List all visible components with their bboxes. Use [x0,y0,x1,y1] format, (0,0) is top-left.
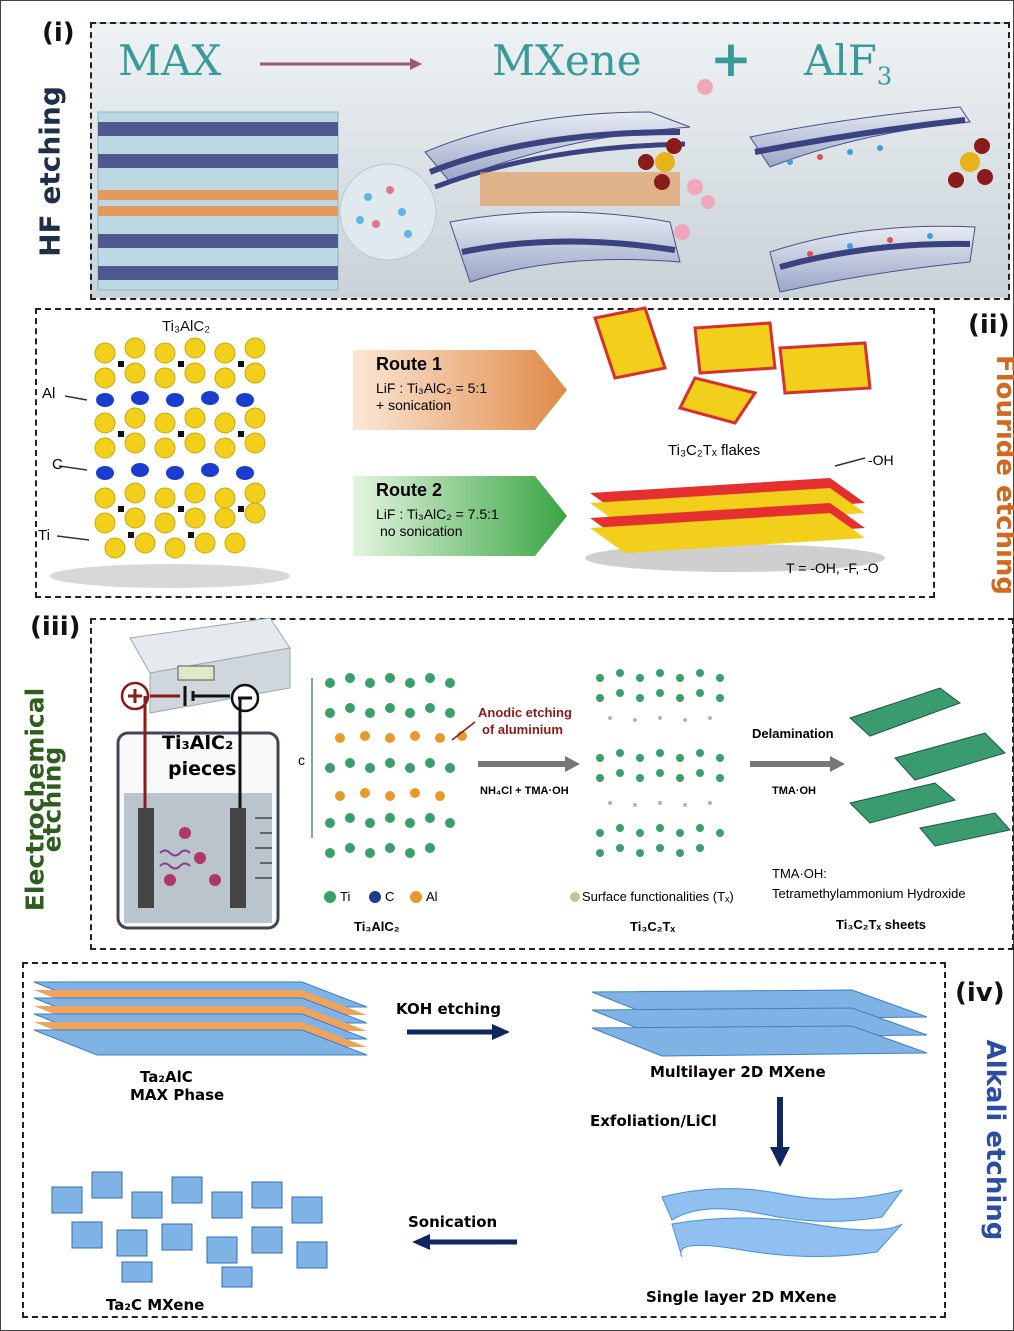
panel-iv-frame [22,962,946,1318]
pieces-label-2: pieces [168,758,237,780]
single-layer-label: Single layer 2D MXene [646,1288,837,1306]
delaminated-sheets [849,687,1011,847]
step2-reagent: TMA·OH [772,785,816,797]
max-phase-label: MAX Phase [130,1086,225,1104]
mxene-stack-upper [424,111,691,190]
alf3-stack-lower [769,225,976,293]
title-alf3: AlF3 [804,36,892,90]
beaker [116,696,280,930]
ta2c-cubes [51,1171,328,1288]
panel-iii-illustration [116,617,1011,930]
anodic-label-1: Anodic etching [478,705,572,720]
delamination-label: Delamination [752,726,834,741]
route2-ratio: LiF : Ti₃AlC₂ = 7.5:1 [376,506,499,522]
oh-label: -OH [868,452,894,468]
caption-ti3alc2: Ti₃AlC₂ [354,919,400,934]
route2-arrow [353,476,567,556]
ta2alc-label: Ta₂AlC [140,1068,193,1086]
c-axis-label: c [298,752,305,768]
panel-ii-side-label: Flouride etching [990,354,1014,596]
caption-sheets: Ti₃C₂Tₓ sheets [836,917,926,932]
hf-solution-circle [339,163,437,261]
panel-ii-tag: (ii) [968,310,1010,340]
route1-ratio: LiF : Ti₃AlC₂ = 5:1 [376,380,488,396]
ti3alc2-crystal [50,337,290,588]
legend-c: C [385,889,395,904]
panel-ii-frame [35,308,935,598]
route1-sonication: + sonication [376,397,452,413]
label-c: C [52,456,63,473]
title-alf3-base: AlF [804,36,877,85]
label-ti: Ti [38,527,50,544]
orange-layer-highlight [480,172,680,206]
title-plus: + [710,30,752,88]
multilayer-mxene [591,989,928,1057]
route2-title: Route 2 [376,480,443,500]
route1-flakes [593,306,872,425]
route2-sonication: no sonication [380,523,463,539]
max-phase-block [97,111,339,291]
title-mxene: MXene [492,36,642,85]
panel-iii-frame [90,618,1014,950]
panel-ii-illustration [50,306,885,588]
t-definition: T = -OH, -F, -O [786,560,879,576]
sonication-label: Sonication [408,1213,498,1231]
ti3c2tx-lattice [596,669,724,857]
route1-arrow [353,350,567,430]
flakes-label: Ti₃C₂Tₓ flakes [668,442,761,459]
panel-i-side-label: HF etching [33,86,67,257]
panel-iv-illustration [33,981,928,1288]
tma-def-1: TMA·OH: [772,866,827,881]
mxene-stack-lower [449,211,681,283]
panel-i-illustration [97,58,993,293]
ti3alc2-lattice [311,673,467,858]
crystal-label: Ti₃AlC₂ [162,318,211,335]
power-supply [129,617,291,714]
anodic-label-2: of aluminium [482,722,563,737]
multilayer-label: Multilayer 2D MXene [650,1063,826,1081]
route2-flake-stack [585,457,885,572]
title-alf3-sub: 3 [876,62,893,91]
caption-ti3c2tx: Ti₃C₂Tₓ [630,919,676,934]
single-layer-mxene [661,1188,904,1258]
step1-reagent: NH₄Cl + TMA·OH [480,785,569,797]
surface-func-label: Surface functionalities (Tₓ) [582,889,734,904]
tma-def-2: Tetramethylammonium Hydroxide [772,886,966,901]
panel-iii-tag: (iii) [30,612,81,642]
route1-title: Route 1 [376,354,443,374]
panel-iv-tag: (iv) [955,978,1005,1008]
panel-i-tag: (i) [42,18,75,48]
ta2alc-stack [33,981,368,1056]
koh-label: KOH etching [396,1000,501,1018]
exfoliation-label: Exfoliation/LiCl [590,1112,717,1130]
panel-iv-side-label: Alkali etching [980,1039,1010,1241]
pieces-label-1: Ti₃AlC₂ [162,732,234,754]
panel-iii-side-label-2: etching [37,746,67,853]
label-al: Al [42,385,56,402]
legend-al: Al [426,889,438,904]
ta2c-label: Ta₂C MXene [106,1296,205,1314]
title-max: MAX [118,36,222,85]
legend-ti: Ti [340,889,351,904]
alf3-stack-upper [749,106,971,168]
